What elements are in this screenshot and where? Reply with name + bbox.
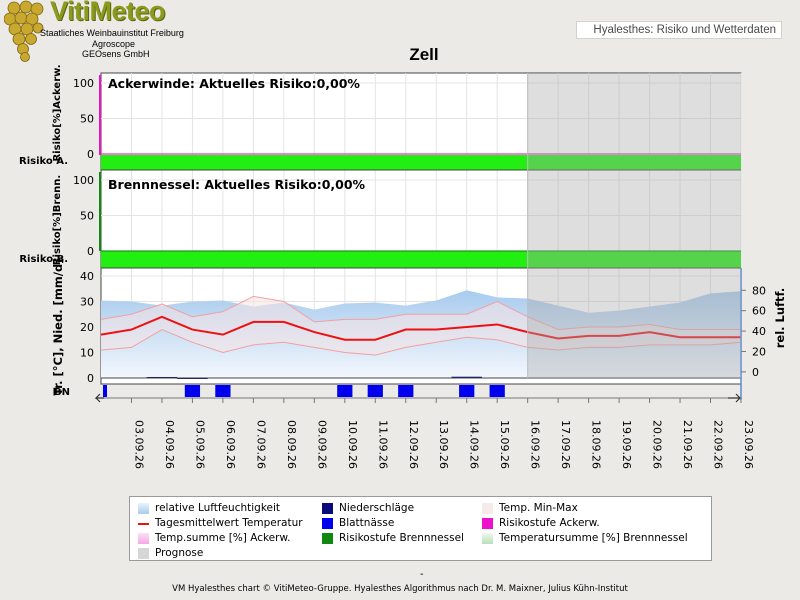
y-right-tick-label: 80 <box>752 284 766 297</box>
forecast-overlay <box>527 73 741 378</box>
temp-minmax-band <box>101 296 741 356</box>
vitimeteo-logo: VitiMeteo Staatliches Weinbauinstitut Fr… <box>4 0 194 64</box>
legend-swatch <box>138 533 149 544</box>
legend-label: Blattnässe <box>339 517 395 529</box>
x-tick-label: 19.09.26 <box>620 420 633 469</box>
x-tick-label: 10.09.26 <box>346 420 359 469</box>
y-right-tick-label: 60 <box>752 305 766 318</box>
risk-band <box>101 155 741 170</box>
x-tick-label: 06.09.26 <box>224 420 237 469</box>
x-tick-label: 14.09.26 <box>468 420 481 469</box>
header-tagline: Hyalesthes: Risiko und Wetterdaten <box>576 21 782 39</box>
legend-label: Tagesmittelwert Temperatur <box>155 517 303 529</box>
x-tick-label: 09.09.26 <box>315 420 328 469</box>
y-right-tick-label: 40 <box>752 325 766 338</box>
logo-line-geosens: GEOsens GmbH <box>82 49 150 59</box>
legend-swatch <box>322 533 333 544</box>
y-tick-label: 50 <box>80 210 94 223</box>
chart-title: Zell <box>409 45 438 64</box>
y-tick-label: 10 <box>80 347 94 360</box>
legend-swatch <box>138 523 149 525</box>
chart-legend: relative Luftfeuchtigkeit Niederschläge … <box>129 496 712 561</box>
x-tick-label: 08.09.26 <box>285 420 298 469</box>
precipitation-bar <box>451 376 482 379</box>
x-tick-label: 18.09.26 <box>590 420 603 469</box>
leaf-wetness-label: BN <box>54 387 70 398</box>
panel-heading: Ackerwinde: Aktuelles Risiko:0,00% <box>108 76 360 91</box>
legend-label: relative Luftfeuchtigkeit <box>155 502 281 514</box>
x-tick-label: 05.09.26 <box>193 420 206 469</box>
x-tick-label: 22.09.26 <box>712 420 725 469</box>
y-tick-label: 0 <box>87 245 94 258</box>
legend-swatch <box>482 533 493 544</box>
y-tick-label: 100 <box>73 77 94 90</box>
mean-temp-line <box>100 315 741 341</box>
x-tick-label: 04.09.26 <box>163 420 176 469</box>
legend-swatch <box>138 503 149 514</box>
y-tick-label: 30 <box>80 296 94 309</box>
logo-line-agroscope: Agroscope <box>92 39 136 49</box>
x-tick-label: 23.09.26 <box>742 420 755 469</box>
leaf-wetness-bar <box>103 385 107 397</box>
panel-y-label: Risiko[%]Brenn. <box>52 175 63 265</box>
temp-minmax-line <box>100 295 741 331</box>
x-tick-label: 20.09.26 <box>651 420 664 469</box>
legend-label: Temperatursumme [%] Brennnessel <box>499 532 688 544</box>
panel-y-label: Risiko[%]Ackerw. <box>52 64 63 161</box>
x-tick-label: 11.09.26 <box>376 420 389 469</box>
y-right-tick-label: 0 <box>752 366 759 379</box>
x-tick-label: 16.09.26 <box>529 420 542 469</box>
risk-band <box>101 251 741 268</box>
y-tick-label: 100 <box>73 174 94 187</box>
x-tick-label: 17.09.26 <box>559 420 572 469</box>
x-tick-label: 15.09.26 <box>498 420 511 469</box>
footer-credit: VM Hyalesthes chart © VitiMeteo-Gruppe. … <box>172 584 628 594</box>
y-tick-label: 0 <box>87 148 94 161</box>
legend-swatch <box>482 503 493 514</box>
weather-y-right-label: rel. Luftf. <box>773 288 787 349</box>
leaf-wetness-bar <box>337 385 353 397</box>
leaf-wetness-bar <box>184 385 201 397</box>
logo-title: VitiMeteo <box>50 0 166 26</box>
y-tick-label: 20 <box>80 321 94 334</box>
x-tick-label: 07.09.26 <box>254 420 267 469</box>
legend-swatch <box>482 518 493 529</box>
legend-label: Temp. Min-Max <box>499 502 578 514</box>
y-tick-label: 40 <box>80 270 94 283</box>
panel-row-label: Risiko A. <box>19 156 68 167</box>
panel-row-label: Risiko B. <box>19 254 68 265</box>
scroll-right-icon <box>728 393 742 403</box>
panel-heading: Brennnessel: Aktuelles Risiko:0,00% <box>108 177 366 192</box>
legend-label: Niederschläge <box>339 502 415 514</box>
y-tick-label: 0 <box>87 372 94 385</box>
logo-line-institute: Staatliches Weinbauinstitut Freiburg <box>40 28 184 38</box>
legend-swatch <box>322 503 333 514</box>
legend-swatch <box>138 548 149 559</box>
legend-label: Risikostufe Ackerw. <box>499 517 600 529</box>
grapes-icon <box>4 0 44 62</box>
leaf-wetness-bar <box>398 385 414 397</box>
x-tick-label: 13.09.26 <box>437 420 450 469</box>
legend-label: Temp.summe [%] Ackerw. <box>155 532 291 544</box>
leaf-wetness-bar <box>459 385 475 397</box>
temp-minmax-line <box>100 328 742 356</box>
leaf-wetness-bar <box>367 385 383 397</box>
y-tick-label: 50 <box>80 113 94 126</box>
legend-label: Prognose <box>155 547 204 559</box>
x-tick-label: 12.09.26 <box>407 420 420 469</box>
footer-dash: - <box>420 569 424 580</box>
y-right-tick-label: 20 <box>752 345 766 358</box>
x-tick-label: 21.09.26 <box>681 420 694 469</box>
legend-swatch <box>322 518 333 529</box>
x-tick-label: 03.09.26 <box>132 420 145 469</box>
leaf-wetness-bar <box>489 385 505 397</box>
scroll-left-icon <box>94 393 104 403</box>
weather-y-label: Tr. [°C], Nied. [mm/d] <box>51 259 65 396</box>
legend-label: Risikostufe Brennnessel <box>339 532 464 544</box>
leaf-wetness-bar <box>215 385 231 397</box>
